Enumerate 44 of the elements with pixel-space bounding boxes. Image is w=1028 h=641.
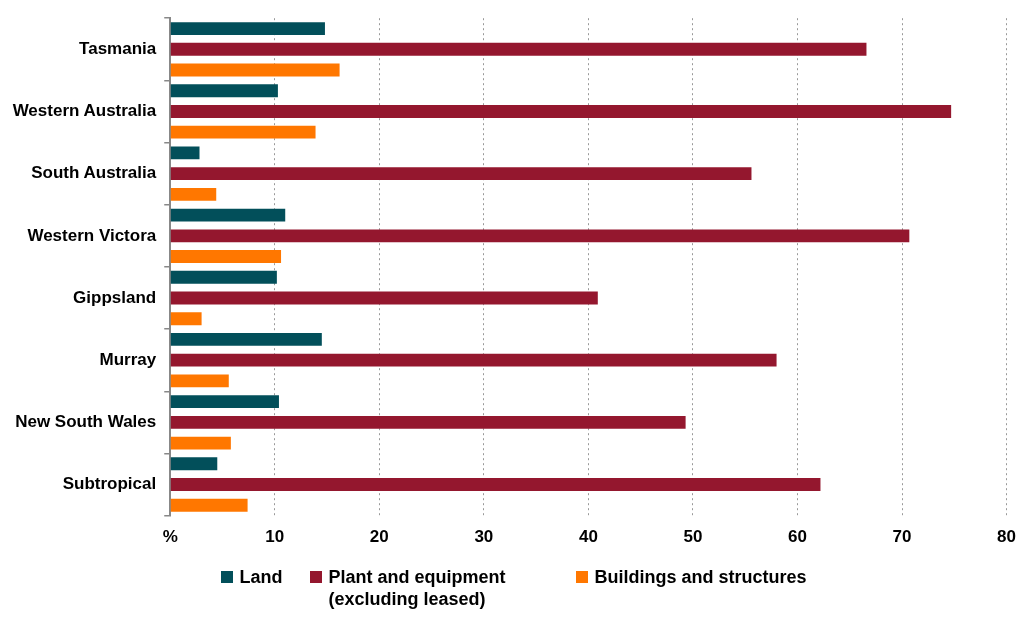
bar (170, 395, 279, 409)
y-tick-label: Gippsland (73, 287, 157, 307)
bar (170, 353, 777, 367)
bar (170, 84, 278, 98)
bar (170, 167, 752, 181)
x-tick-label: 30 (474, 527, 494, 547)
bar (170, 374, 229, 388)
bar (170, 229, 910, 243)
bar (170, 270, 277, 284)
bar (170, 63, 340, 77)
x-tick-label: 50 (683, 527, 703, 547)
x-tick-label: 80 (997, 527, 1017, 547)
x-tick-label: 70 (892, 527, 912, 547)
y-tick-label: Western Victora (27, 225, 157, 245)
y-tick-label: New South Wales (15, 412, 157, 432)
x-tick-label: 20 (369, 527, 389, 547)
legend-label: Land (239, 566, 283, 588)
bar (170, 22, 325, 35)
x-tick-label: 10 (265, 527, 285, 547)
bar (170, 125, 316, 139)
legend-label: Plant and equipment (excluding leased) (328, 566, 507, 610)
bar (170, 333, 322, 346)
y-tick-label: Western Australia (12, 101, 157, 121)
y-tick-label: Tasmania (79, 38, 157, 58)
bar (170, 187, 217, 201)
bar (170, 478, 821, 491)
legend-label: Buildings and structures (594, 566, 807, 588)
y-tick-label: South Australia (31, 163, 157, 183)
bar (170, 312, 202, 326)
x-tick-label: 60 (788, 527, 807, 547)
bar (170, 498, 248, 512)
y-tick-label: Subtropical (62, 474, 157, 494)
bar (170, 291, 598, 305)
bar (170, 146, 200, 160)
y-tick-label: Murray (99, 349, 157, 369)
bar (170, 105, 952, 118)
bar (170, 208, 286, 222)
bar (170, 436, 231, 450)
bar (170, 457, 218, 471)
bar (170, 415, 686, 429)
bar (170, 250, 282, 263)
x-tick-label: 40 (578, 527, 598, 547)
x-tick-label: % (162, 527, 178, 547)
bar (170, 42, 867, 56)
